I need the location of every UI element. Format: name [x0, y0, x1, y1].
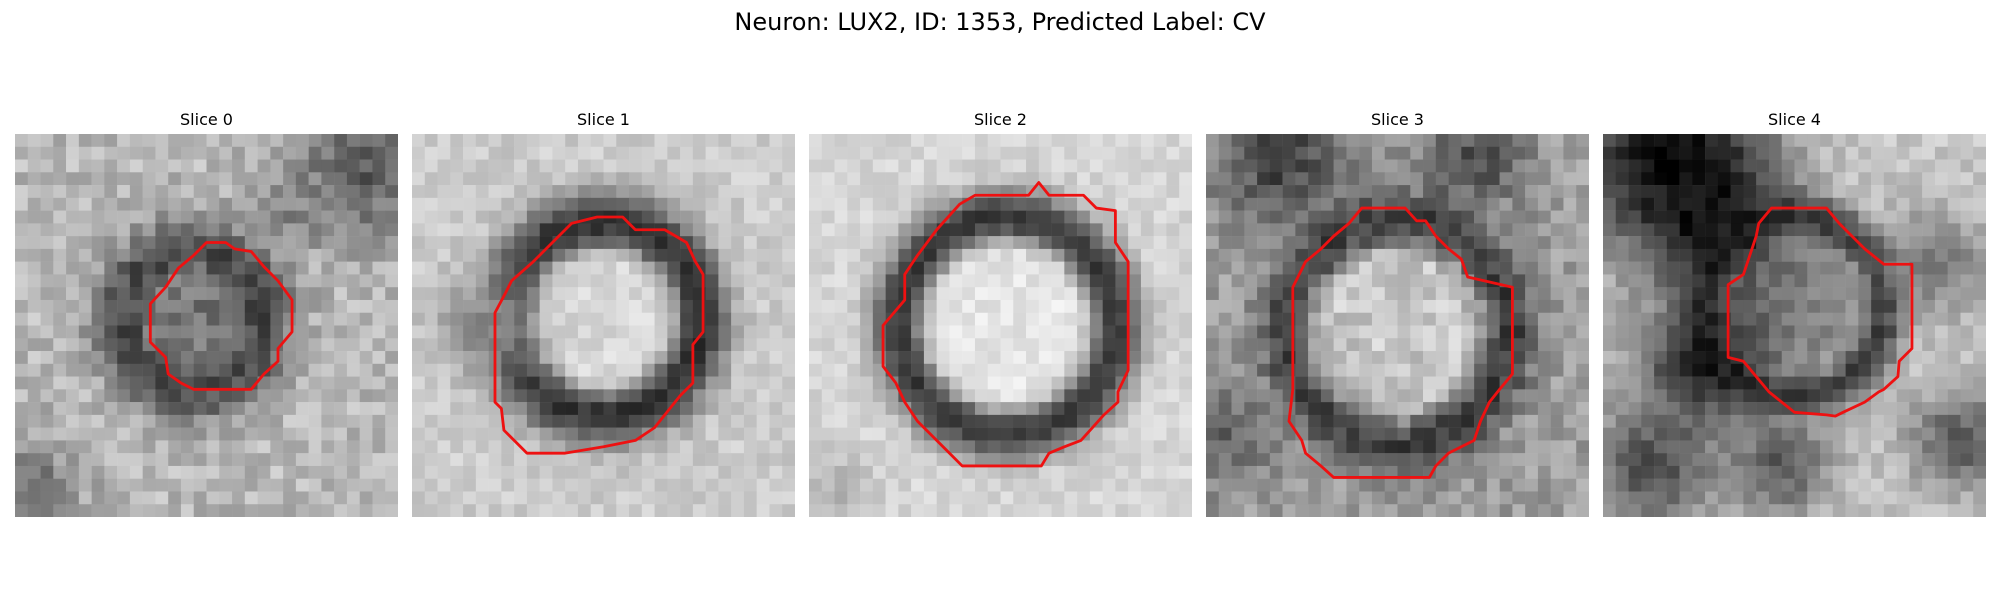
- slice-image-1: [412, 134, 795, 517]
- slice-image-3: [1206, 134, 1589, 517]
- slice-title-0: Slice 0: [180, 110, 233, 129]
- roi-contour-1: [493, 215, 705, 455]
- slice-title-4: Slice 4: [1768, 110, 1821, 129]
- slice-image-0: [15, 134, 398, 517]
- slice-title-1: Slice 1: [577, 110, 630, 129]
- roi-contour-4: [1726, 206, 1914, 418]
- slice-title-3: Slice 3: [1371, 110, 1424, 129]
- slice-image-2: [809, 134, 1192, 517]
- slice-panel-2: Slice 2: [809, 108, 1192, 517]
- slice-panel-3: Slice 3: [1206, 108, 1589, 517]
- slice-panel-1: Slice 1: [412, 108, 795, 517]
- roi-contour-2: [881, 181, 1130, 468]
- slice-image-4: [1603, 134, 1986, 517]
- slice-panel-0: Slice 0: [15, 108, 398, 517]
- slice-panel-4: Slice 4: [1603, 108, 1986, 517]
- figure-title: Neuron: LUX2, ID: 1353, Predicted Label:…: [734, 8, 1266, 36]
- roi-contour-0: [148, 241, 294, 391]
- roi-contour-3: [1287, 206, 1514, 479]
- slice-title-2: Slice 2: [974, 110, 1027, 129]
